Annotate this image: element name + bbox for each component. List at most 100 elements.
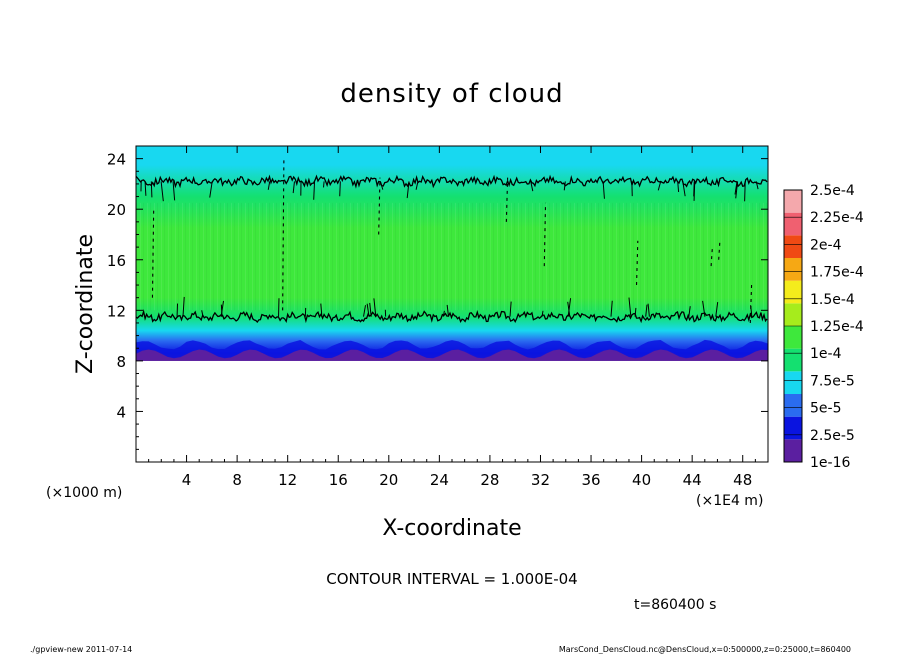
x-tick-label: 20 bbox=[379, 471, 398, 489]
contour-filament bbox=[682, 181, 686, 197]
colorbar-swatch bbox=[784, 235, 802, 258]
contour-line bbox=[135, 308, 768, 324]
colorbar-label: 1.75e-4 bbox=[810, 265, 864, 281]
x-axis-label: X-coordinate bbox=[382, 516, 521, 541]
fall-streak bbox=[635, 240, 639, 286]
contour-filament bbox=[150, 181, 153, 198]
time-stamp-text: t=860400 s bbox=[634, 597, 716, 613]
colorbar-label: 1.5e-4 bbox=[810, 292, 855, 308]
contour-filament bbox=[693, 181, 696, 201]
footer-left-text: ./gpview-new 2011-07-14 bbox=[30, 645, 132, 654]
colorbar-swatch bbox=[784, 190, 802, 213]
colorbar-swatch bbox=[784, 280, 802, 304]
contour-filament bbox=[406, 181, 410, 199]
fall-streak bbox=[710, 247, 713, 267]
contour-filament bbox=[715, 302, 719, 317]
colorbar-label: 1.25e-4 bbox=[810, 319, 864, 335]
colorbar-label: 2.25e-4 bbox=[810, 210, 864, 226]
y-tick-label: 8 bbox=[116, 353, 126, 371]
x-unit-left-label: (×1000 m) bbox=[46, 485, 122, 501]
field-texture bbox=[136, 202, 768, 311]
colorbar-label: 2e-4 bbox=[810, 237, 842, 253]
x-tick-label: 16 bbox=[329, 471, 348, 489]
colorbar-swatch bbox=[784, 326, 802, 349]
contour-filament bbox=[373, 298, 377, 317]
colorbar-swatch bbox=[784, 212, 802, 236]
colorbar-swatch bbox=[784, 258, 802, 281]
contour-filament bbox=[442, 310, 445, 317]
contour-filament bbox=[567, 298, 572, 317]
contour-filament bbox=[645, 304, 648, 317]
contour-filament bbox=[541, 310, 544, 317]
y-tick-label: 4 bbox=[116, 403, 126, 421]
colorbar: 1e-16 2.5e-5 5e-5 7.5e-5 1e-4 1.25e-4 1.5e-4 1.… bbox=[783, 183, 864, 471]
contour-filament bbox=[702, 300, 706, 317]
y-tick-label: 16 bbox=[107, 252, 126, 270]
x-tick-label: 24 bbox=[430, 471, 449, 489]
contour-filament bbox=[320, 303, 323, 317]
contour-filament bbox=[144, 181, 147, 196]
y-tick-label: 12 bbox=[107, 302, 126, 320]
y-tick-label: 20 bbox=[107, 201, 126, 219]
contour-filament bbox=[755, 181, 759, 190]
x-tick-label: 4 bbox=[182, 471, 192, 489]
contour-filament bbox=[369, 302, 372, 317]
contour-filament bbox=[160, 181, 164, 202]
contour-filament bbox=[366, 303, 370, 317]
colorbar-label: 2.5e-4 bbox=[810, 183, 855, 199]
contour-filament bbox=[363, 305, 366, 317]
contour-filament bbox=[209, 181, 213, 198]
x-unit-right-label: (×1E4 m) bbox=[696, 493, 763, 509]
contour-filament bbox=[415, 181, 419, 190]
fall-streak bbox=[151, 209, 155, 298]
contour-filament bbox=[292, 181, 295, 194]
contour-filament bbox=[735, 181, 739, 199]
colorbar-swatch bbox=[784, 439, 802, 462]
contour-filament bbox=[182, 296, 185, 317]
colorbar-label: 2.5e-5 bbox=[810, 428, 855, 444]
contour-filament bbox=[201, 310, 204, 317]
contour-filament bbox=[628, 297, 632, 317]
colorbar-label: 1e-16 bbox=[810, 455, 850, 471]
x-axis: 4 8 12 16 20 24 28 32 36 40 44 48 bbox=[148, 146, 756, 489]
contour-filament bbox=[688, 306, 691, 317]
contour-filament bbox=[744, 181, 746, 202]
colorbar-label: 1e-4 bbox=[810, 346, 842, 362]
contour-filament bbox=[379, 181, 384, 190]
x-tick-label: 32 bbox=[531, 471, 550, 489]
y-axis: 4 8 12 16 20 24 bbox=[107, 151, 768, 450]
x-tick-label: 8 bbox=[232, 471, 242, 489]
y-axis-label: Z-coordinate bbox=[73, 234, 98, 374]
colorbar-swatch bbox=[784, 416, 802, 440]
x-tick-label: 36 bbox=[581, 471, 600, 489]
colorbar-swatch bbox=[784, 371, 802, 394]
x-tick-label: 12 bbox=[278, 471, 297, 489]
fall-streak bbox=[282, 158, 285, 311]
colorbar-label: 7.5e-5 bbox=[810, 373, 855, 389]
contour-filament bbox=[220, 300, 225, 317]
colorbar-swatch bbox=[784, 303, 802, 326]
contour-filament bbox=[339, 181, 341, 197]
plot-area bbox=[135, 146, 768, 462]
contour-filament bbox=[313, 181, 316, 200]
x-tick-label: 28 bbox=[480, 471, 499, 489]
contour-filament bbox=[634, 307, 637, 317]
contour-filament bbox=[172, 181, 176, 201]
colorbar-swatch bbox=[784, 394, 802, 417]
fall-streak bbox=[718, 239, 721, 260]
x-tick-label: 40 bbox=[632, 471, 651, 489]
cloud-base-band bbox=[136, 348, 768, 361]
contour-filament bbox=[509, 301, 512, 317]
x-tick-label: 44 bbox=[683, 471, 702, 489]
contour-filament bbox=[530, 181, 534, 192]
contour-filament bbox=[647, 303, 650, 317]
fall-streak bbox=[378, 177, 381, 235]
fall-streak bbox=[505, 177, 509, 222]
contour-filament bbox=[267, 181, 271, 190]
colorbar-label: 5e-5 bbox=[810, 401, 841, 417]
footer-right-text: MarsCond_DensCloud.nc@DensCloud,x=0:5000… bbox=[559, 645, 851, 654]
contour-filament bbox=[446, 304, 450, 317]
contour-filament bbox=[323, 181, 325, 188]
contour-filament bbox=[657, 181, 662, 191]
